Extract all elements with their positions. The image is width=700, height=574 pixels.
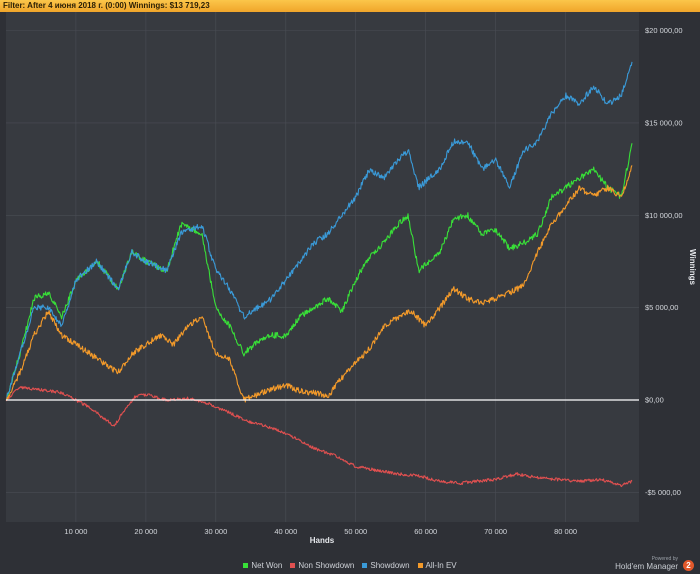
legend-swatch bbox=[417, 563, 423, 569]
x-tick-label: 20 000 bbox=[134, 527, 157, 536]
series-line-non-showdown bbox=[5, 385, 633, 488]
legend-label: Showdown bbox=[370, 561, 410, 570]
legend-item[interactable]: Showdown bbox=[362, 561, 410, 570]
series-lines bbox=[5, 61, 633, 488]
series-line-net-won bbox=[5, 143, 633, 401]
legend-item[interactable]: Net Won bbox=[243, 561, 282, 570]
brand-name: Hold'em Manager bbox=[615, 562, 678, 571]
x-tick-label: 60 000 bbox=[414, 527, 437, 536]
x-tick-label: 30 000 bbox=[204, 527, 227, 536]
filter-label: Filter: bbox=[3, 1, 26, 10]
y-tick-label: $15 000,00 bbox=[645, 118, 683, 127]
legend-label: Net Won bbox=[251, 561, 283, 570]
y-axis-label: Winnings bbox=[688, 249, 697, 285]
winnings-chart: 10 000 20 000 30 000 40 000 50 000 60 000 70 0… bbox=[5, 12, 697, 545]
y-tick-label: $10 000,00 bbox=[645, 211, 683, 220]
y-tick-label: $5 000,00 bbox=[645, 303, 678, 312]
x-tick-label: 80 000 bbox=[554, 527, 577, 536]
series-line-showdown bbox=[5, 61, 633, 401]
legend-item[interactable]: All-In EV bbox=[417, 561, 457, 570]
winnings-value: $13 719,23 bbox=[169, 1, 210, 10]
legend-label: Non Showdown bbox=[298, 561, 355, 570]
legend: Net Won Non Showdown Showdown All-In EV bbox=[0, 561, 700, 570]
x-tick-label: 50 000 bbox=[344, 527, 367, 536]
y-tick-label: -$5 000,00 bbox=[645, 488, 681, 497]
series-line-all-in-ev bbox=[5, 165, 633, 403]
y-tick-label: $20 000,00 bbox=[645, 26, 683, 35]
x-tick-label: 40 000 bbox=[274, 527, 297, 536]
plot-background bbox=[6, 12, 639, 522]
legend-label: All-In EV bbox=[425, 561, 457, 570]
filter-bar[interactable]: Filter: After 4 июня 2018 г. (0:00) Winn… bbox=[0, 0, 700, 12]
legend-swatch bbox=[290, 563, 296, 569]
x-axis: 10 000 20 000 30 000 40 000 50 000 60 000 70 0… bbox=[64, 527, 577, 536]
powered-by-text: Powered by bbox=[651, 556, 678, 562]
y-axis: -$5 000,00 $0,00 $5 000,00 $10 000,00 $15 00… bbox=[645, 26, 683, 497]
brand-logo-badge: 2 bbox=[683, 560, 694, 571]
legend-swatch bbox=[362, 563, 368, 569]
branding: Powered by Hold'em Manager bbox=[615, 556, 678, 572]
legend-item[interactable]: Non Showdown bbox=[290, 561, 354, 570]
filter-text: After 4 июня 2018 г. (0:00) bbox=[27, 1, 127, 10]
x-tick-label: 10 000 bbox=[64, 527, 87, 536]
winnings-label: Winnings: bbox=[128, 1, 168, 10]
y-tick-label: $0,00 bbox=[645, 396, 664, 405]
x-axis-label: Hands bbox=[310, 536, 335, 545]
x-tick-label: 70 000 bbox=[484, 527, 507, 536]
legend-swatch bbox=[243, 563, 249, 569]
